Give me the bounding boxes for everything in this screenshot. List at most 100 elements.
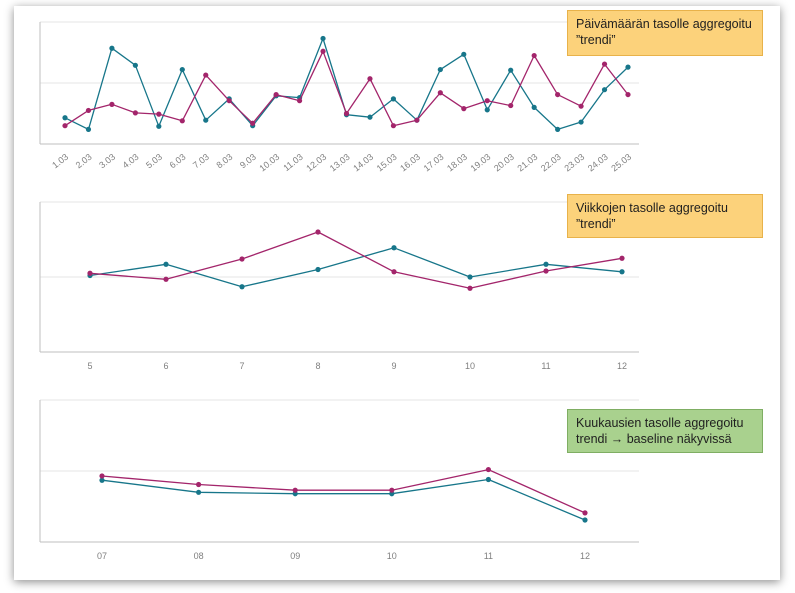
data-point [132,62,138,68]
data-point [85,126,92,132]
charts-canvas: 1.03 2.03 3.03 4.03 5.03 6.03 7.03 8.03 9.03 10.0… [39,21,639,561]
data-point [437,90,443,96]
data-point [582,517,588,523]
x-tick-label: 22.03 [539,152,563,174]
note-daily-text: Päivämäärän tasolle aggregoitu ”trendi” [576,17,752,47]
data-point [484,107,490,113]
data-point [250,120,256,126]
data-point [132,110,138,116]
x-tick-label: 3.03 [97,152,117,171]
data-point [87,270,93,276]
data-point [467,274,473,280]
x-tick-label: 7.03 [191,152,211,171]
x-tick-label: 25.03 [609,152,633,174]
data-point [99,473,105,479]
data-point [85,107,92,114]
data-point [578,103,584,109]
data-point [582,510,588,516]
chart-monthly: 07 08 09 10 11 12 [39,399,639,561]
chart-daily: 1.03 2.03 3.03 4.03 5.03 6.03 7.03 8.03 9.03 10.0… [39,21,639,174]
data-point [601,61,608,67]
x-tick-label: 19.03 [469,152,493,174]
data-point [239,256,245,262]
data-point [179,118,185,124]
note-monthly: Kuukausien tasolle aggregoitu trendi → b… [567,409,763,453]
x-tick-label: 7 [239,361,244,371]
data-point [196,481,202,488]
x-tick-label: 6 [163,361,168,371]
x-tick-label: 12 [580,551,590,561]
data-point [461,51,467,57]
data-point [485,466,491,473]
data-point [484,98,490,104]
x-tick-label: 12.03 [304,152,328,174]
data-point [485,476,491,483]
chart-weekly: 5 6 7 8 9 10 11 12 [39,201,639,371]
data-point [391,245,397,251]
data-point [555,126,561,132]
data-point [179,66,185,73]
x-tick-label: 10 [465,361,475,371]
x-tick-label: 4.03 [121,152,141,171]
data-point [320,48,326,54]
data-point [508,102,514,109]
x-tick-label: 13.03 [328,152,352,174]
note-monthly-text: Kuukausien tasolle aggregoitu trendi → b… [576,416,744,446]
x-tick-label: 5.03 [144,152,164,171]
data-point [367,76,373,82]
x-tick-label: 08 [194,551,204,561]
x-tick-label: 20.03 [492,152,516,174]
note-weekly-text: Viikkojen tasolle aggregoitu ”trendi” [576,201,728,231]
data-point [196,489,202,495]
x-tick-label: 24.03 [586,152,610,174]
x-tick-label: 11 [484,551,493,561]
x-tick-label: 11.03 [281,152,304,173]
x-tick-label: 14.03 [351,152,375,174]
data-point [226,98,232,104]
data-point [367,114,373,120]
data-point [619,255,625,261]
x-tick-label: 17.03 [422,152,446,174]
data-point [239,284,245,290]
data-point [625,64,631,70]
data-point [390,123,397,129]
x-tick-label: 07 [97,551,107,561]
series-line [89,247,623,288]
data-point [508,67,514,73]
x-tick-label: 23.03 [562,152,586,174]
data-point [389,487,395,493]
data-point [273,91,279,98]
series-line [101,478,586,521]
series-line [89,231,623,289]
data-point [203,72,209,78]
data-point [156,123,162,129]
data-point [62,123,68,129]
data-point [555,91,561,98]
x-tick-label: 5 [87,361,92,371]
x-tick-label: 11 [541,361,550,371]
x-tick-label: 10 [387,551,397,561]
data-point [543,268,549,274]
data-point [391,269,397,275]
data-point [320,35,326,42]
x-tick-label: 16.03 [398,152,422,174]
data-point [437,66,443,73]
x-tick-label: 8.03 [214,152,234,171]
data-point [390,96,397,102]
data-point [109,101,115,107]
data-point [531,104,537,110]
data-point [461,106,467,112]
note-daily: Päivämäärän tasolle aggregoitu ”trendi” [567,10,763,56]
x-tick-label: 12 [617,361,627,371]
data-point [414,117,420,123]
data-point [343,110,350,117]
data-point [578,119,584,125]
x-tick-label: 2.03 [74,152,94,171]
x-tick-label: 10.03 [257,152,281,174]
data-point [619,269,625,275]
x-tick-label: 9 [391,361,396,371]
data-point [163,261,169,267]
data-point [625,91,631,98]
x-tick-label: 21.03 [515,152,539,174]
data-point [543,261,549,267]
